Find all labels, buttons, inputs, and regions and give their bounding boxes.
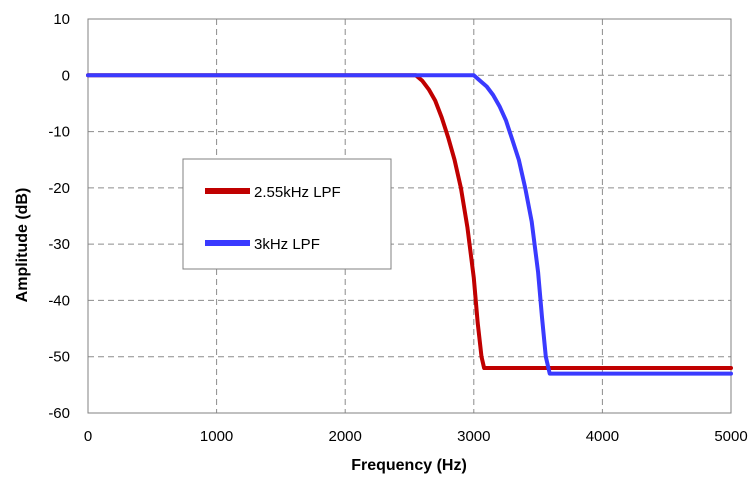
x-axis-title: Frequency (Hz) [351, 457, 467, 474]
x-tick-label: 5000 [714, 428, 747, 445]
y-tick-label: -50 [48, 349, 70, 366]
x-tick-label: 4000 [586, 428, 619, 445]
y-axis-title: Amplitude (dB) [14, 188, 31, 303]
series-line-1 [86, 73, 733, 376]
legend-label-3khz: 3kHz LPF [254, 236, 320, 253]
x-tick-label: 3000 [457, 428, 490, 445]
y-tick-label: -60 [48, 405, 70, 422]
y-tick-label: 0 [62, 67, 70, 84]
legend-label-2-55khz: 2.55kHz LPF [254, 184, 341, 201]
legend: 2.55kHz LPF 3kHz LPF [182, 158, 392, 270]
x-tick-label: 1000 [200, 428, 233, 445]
y-tick-label: -40 [48, 292, 70, 309]
y-tick-label: -20 [48, 180, 70, 197]
x-tick-label: 2000 [329, 428, 362, 445]
plot-frame [87, 18, 732, 414]
y-tick-labels: 10 0 -10 -20 -30 -40 -50 -60 [48, 11, 70, 422]
y-tick-label: 10 [53, 11, 70, 28]
series-lines [86, 73, 733, 376]
legend-box [182, 158, 392, 270]
x-tick-label: 0 [84, 428, 92, 445]
y-tick-label: -10 [48, 124, 70, 141]
y-tick-label: -30 [48, 236, 70, 253]
series-line-0 [86, 73, 733, 370]
x-tick-labels: 0 1000 2000 3000 4000 5000 [84, 428, 748, 445]
